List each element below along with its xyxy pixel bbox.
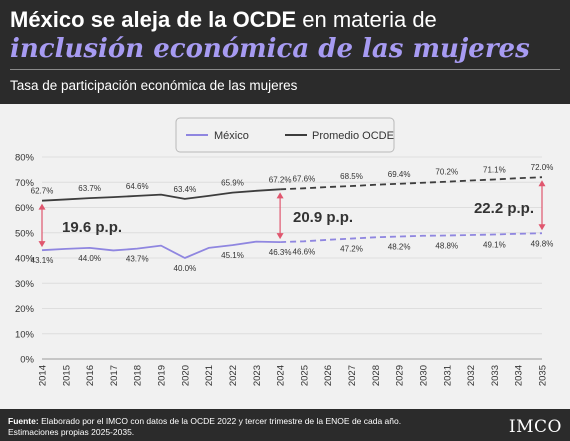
data-label: 46.6% bbox=[293, 247, 316, 256]
data-label: 67.6% bbox=[293, 174, 316, 183]
source-text: Elaborado por el IMCO con datos de la OC… bbox=[41, 416, 402, 426]
x-tick-label: 2029 bbox=[395, 365, 406, 386]
y-tick-label: 10% bbox=[15, 329, 35, 340]
x-tick-label: 2014 bbox=[38, 365, 49, 386]
x-tick-label: 2015 bbox=[61, 365, 72, 386]
data-label: 45.1% bbox=[221, 251, 244, 260]
y-tick-label: 20% bbox=[15, 304, 35, 315]
x-tick-label: 2032 bbox=[466, 365, 477, 386]
gap-label: 19.6 p.p. bbox=[62, 219, 122, 236]
data-label: 63.7% bbox=[78, 184, 101, 193]
legend-ocde-label: Promedio OCDE bbox=[312, 130, 394, 142]
x-tick-label: 2031 bbox=[442, 365, 453, 386]
title-line-1: México se aleja de la OCDE en materia de bbox=[10, 7, 437, 33]
gap-arrow-head-bottom bbox=[538, 224, 546, 231]
series-lines bbox=[41, 176, 543, 259]
data-label: 63.4% bbox=[174, 185, 197, 194]
data-label: 72.0% bbox=[531, 163, 554, 172]
series-line bbox=[41, 240, 281, 259]
title-line-2: inclusión económica de las mujeres bbox=[10, 34, 530, 64]
x-tick-label: 2024 bbox=[276, 365, 287, 386]
data-label: 67.2% bbox=[269, 175, 292, 184]
data-label: 62.7% bbox=[31, 187, 54, 196]
data-label: 48.2% bbox=[388, 243, 411, 252]
data-label: 71.1% bbox=[483, 165, 506, 174]
gap-arrow-head-top bbox=[276, 192, 284, 199]
data-label: 64.6% bbox=[126, 182, 149, 191]
gap-arrow-head-top bbox=[38, 203, 46, 210]
chart-subtitle: Tasa de participación económica de las m… bbox=[10, 78, 298, 93]
x-tick-label: 2028 bbox=[371, 365, 382, 386]
x-tick-label: 2017 bbox=[109, 365, 120, 386]
data-label: 48.8% bbox=[435, 242, 458, 251]
gap-label: 22.2 p.p. bbox=[474, 200, 534, 217]
y-tick-label: 30% bbox=[15, 279, 35, 290]
chart-svg: 0%10%20%30%40%50%60%70%80% 2014 2015 2016 2… bbox=[15, 117, 554, 386]
data-label: 49.1% bbox=[483, 241, 506, 250]
y-tick-label: 70% bbox=[15, 178, 35, 189]
x-tick-label: 2035 bbox=[538, 365, 549, 386]
gap-annotations: 19.6 p.p. 20.9 p.p. 22.2 p.p. bbox=[38, 180, 546, 248]
x-axis: 2014 2015 2016 2017 2018 2019 2020 2021 2022 2023… bbox=[38, 365, 549, 386]
x-tick-label: 2022 bbox=[228, 365, 239, 386]
y-axis: 0% 10% 20% 30% 40% 50% 60% 70% 80% bbox=[15, 153, 35, 366]
x-tick-label: 2030 bbox=[418, 365, 429, 386]
gap-arrow-head-bottom bbox=[38, 241, 46, 248]
source-note: Fuente: Elaborado por el IMCO con datos … bbox=[8, 416, 401, 438]
y-tick-label: 40% bbox=[15, 254, 35, 265]
data-labels: 43.1% 44.0% 43.7% 40.0% 45.1% 46.3% 46.6% 47.2%… bbox=[31, 163, 554, 273]
x-tick-label: 2025 bbox=[299, 365, 310, 386]
title-bold: México se aleja de la OCDE bbox=[10, 7, 297, 32]
x-tick-label: 2027 bbox=[347, 365, 358, 386]
series-projection-line bbox=[280, 176, 543, 191]
legend-mexico-label: México bbox=[214, 130, 249, 142]
x-tick-label: 2023 bbox=[252, 365, 263, 386]
data-label: 43.1% bbox=[31, 256, 54, 265]
x-tick-label: 2026 bbox=[323, 365, 334, 386]
x-tick-label: 2021 bbox=[204, 365, 215, 386]
footer: Fuente: Elaborado por el IMCO con datos … bbox=[0, 409, 570, 441]
gap-arrow-head-top bbox=[538, 180, 546, 187]
data-label: 49.8% bbox=[531, 239, 554, 248]
y-tick-label: 50% bbox=[15, 228, 35, 239]
data-label: 69.4% bbox=[388, 170, 411, 179]
data-label: 68.5% bbox=[340, 172, 363, 181]
title-rest: en materia de bbox=[302, 7, 437, 32]
data-label: 46.3% bbox=[269, 248, 292, 257]
x-tick-label: 2033 bbox=[490, 365, 501, 386]
data-label: 47.2% bbox=[340, 245, 363, 254]
grid bbox=[42, 156, 542, 360]
source-text-2: Estimaciones propias 2025-2035. bbox=[8, 427, 135, 437]
gap-label: 20.9 p.p. bbox=[293, 209, 353, 226]
series-line bbox=[41, 188, 281, 202]
legend: México Promedio OCDE bbox=[175, 117, 395, 153]
chart-area: 0% 10% 20% 30% 40% 50% 60% 70% 80% 2014 2015 2016 2… bbox=[0, 104, 570, 409]
x-tick-label: 2016 bbox=[85, 365, 96, 386]
imco-logo: IMCO bbox=[508, 417, 562, 437]
x-tick-label: 2018 bbox=[133, 365, 144, 386]
x-tick-label: 2020 bbox=[180, 365, 191, 386]
x-tick-label: 2019 bbox=[157, 365, 168, 386]
data-label: 43.7% bbox=[126, 255, 149, 264]
header-divider bbox=[10, 69, 560, 70]
header: México se aleja de la OCDE en materia de… bbox=[0, 0, 570, 104]
data-label: 44.0% bbox=[78, 254, 101, 263]
data-label: 40.0% bbox=[174, 264, 197, 273]
source-label: Fuente: bbox=[8, 416, 39, 426]
series-projection-line bbox=[280, 232, 543, 243]
data-label: 65.9% bbox=[221, 179, 244, 188]
y-tick-label: 80% bbox=[15, 153, 35, 164]
x-tick-label: 2034 bbox=[514, 365, 525, 386]
gap-arrow-head-bottom bbox=[276, 233, 284, 240]
y-tick-label: 0% bbox=[20, 355, 34, 366]
data-label: 70.2% bbox=[435, 168, 458, 177]
y-tick-label: 60% bbox=[15, 203, 35, 214]
